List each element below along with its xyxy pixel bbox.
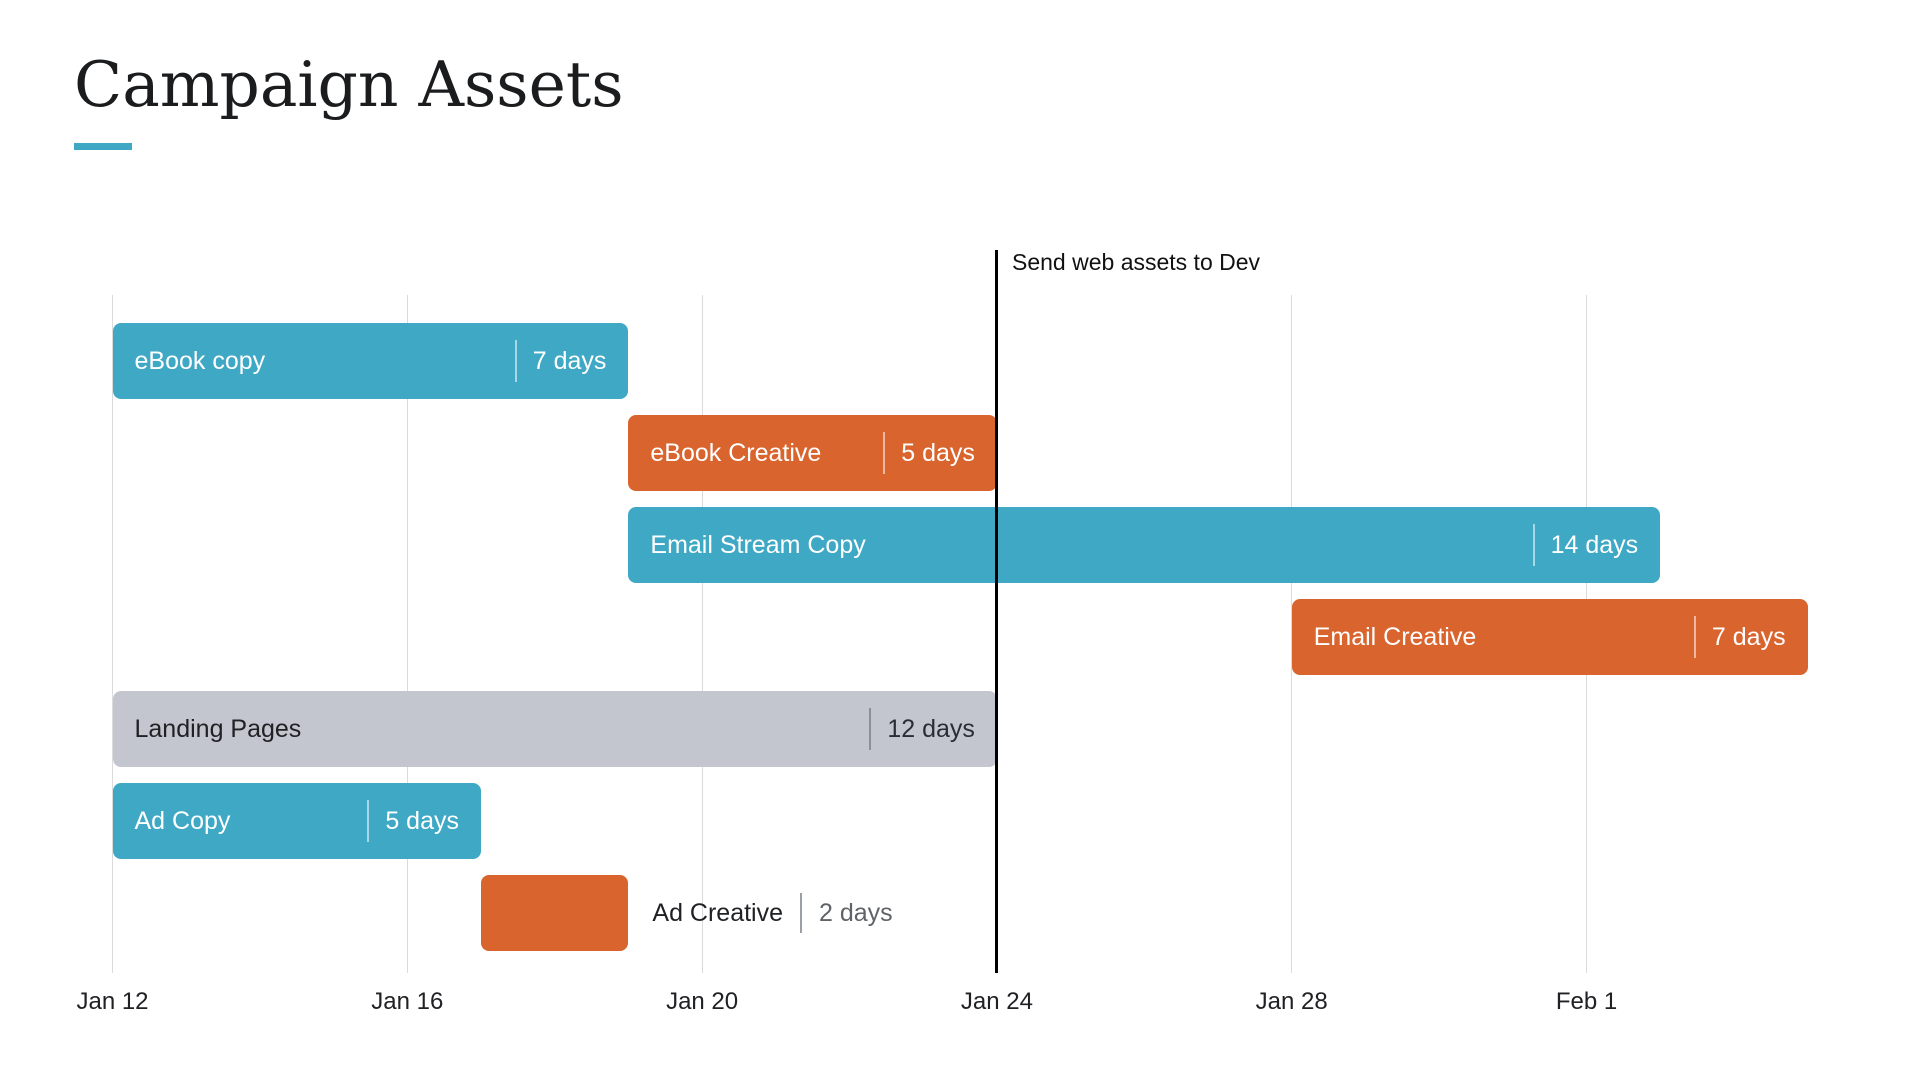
- axis-tick-jan-20: Jan 20: [666, 988, 739, 1015]
- task-name-label: Email Stream Copy: [650, 530, 866, 559]
- milestone-line: [995, 250, 999, 973]
- task-name-label: Ad Creative: [652, 898, 784, 927]
- title-accent-underline: [74, 143, 132, 150]
- gantt-bar-email-stream-copy[interactable]: Email Stream Copy 14 days: [628, 507, 1661, 583]
- duration-divider: [800, 893, 803, 933]
- task-duration-label: 7 days: [1711, 622, 1786, 651]
- axis-tick-jan-12: Jan 12: [76, 988, 149, 1015]
- duration-divider: [883, 432, 886, 474]
- task-duration-label: 12 days: [887, 714, 975, 743]
- duration-divider: [1532, 524, 1535, 566]
- milestone-label: Send web assets to Dev: [1012, 249, 1261, 275]
- task-name-label: eBook copy: [134, 346, 266, 375]
- gantt-bar-ad-copy[interactable]: Ad Copy 5 days: [112, 783, 481, 859]
- axis-tick-jan-28: Jan 28: [1255, 988, 1328, 1015]
- axis-tick-jan-24: Jan 24: [960, 988, 1033, 1015]
- gantt-bar-ebook-copy[interactable]: eBook copy 7 days: [112, 323, 629, 399]
- gridline-jan-12: [112, 295, 113, 973]
- gantt-bar-ebook-creative[interactable]: eBook Creative 5 days: [628, 415, 997, 491]
- gridline-jan-16: [406, 295, 408, 973]
- gridline-jan-20: [701, 295, 703, 973]
- gantt-bar-ad-creative[interactable]: [481, 875, 629, 951]
- gantt-bar-landing-pages[interactable]: Landing Pages 12 days: [112, 691, 997, 767]
- duration-divider: [514, 340, 517, 382]
- gantt-bar-email-creative[interactable]: Email Creative 7 days: [1291, 599, 1808, 675]
- task-name-label: eBook Creative: [650, 438, 822, 467]
- axis-tick-feb-1: Feb 1: [1555, 988, 1618, 1015]
- task-name-label: Ad Copy: [134, 806, 231, 835]
- task-annotation-ad-creative: Ad Creative 2 days: [652, 875, 893, 951]
- task-duration-label: 2 days: [819, 898, 893, 927]
- task-name-label: Landing Pages: [134, 714, 302, 743]
- task-duration-label: 5 days: [385, 806, 459, 835]
- duration-divider: [1693, 616, 1696, 658]
- duration-divider: [869, 708, 872, 750]
- page-title: Campaign Assets: [74, 48, 624, 121]
- duration-divider: [367, 800, 370, 842]
- task-duration-label: 5 days: [901, 438, 975, 467]
- task-duration-label: 14 days: [1550, 530, 1639, 559]
- task-duration-label: 7 days: [532, 346, 607, 375]
- task-name-label: Email Creative: [1313, 622, 1477, 651]
- axis-tick-jan-16: Jan 16: [371, 988, 444, 1015]
